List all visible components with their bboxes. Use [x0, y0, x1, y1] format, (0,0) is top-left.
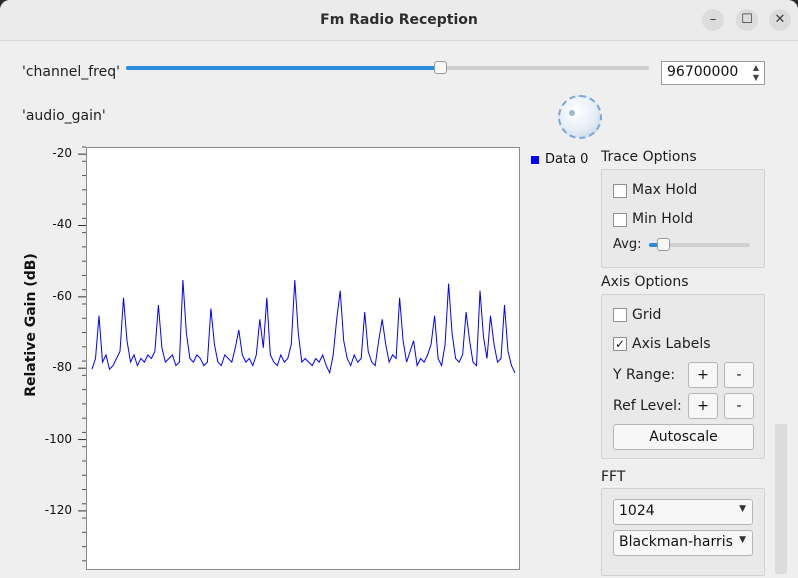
spin-down-icon[interactable]: ▼	[752, 73, 760, 82]
y-tick-label: -80	[52, 360, 72, 375]
scrollbar[interactable]	[775, 424, 787, 574]
spectrum-chart-svg	[91, 279, 516, 375]
channel-freq-slider-fill	[126, 66, 440, 70]
y-range-label: Y Range:	[613, 367, 676, 383]
legend-swatch	[531, 155, 539, 164]
y-axis-ticks	[78, 146, 86, 562]
trace-options-title: Trace Options	[601, 149, 697, 165]
legend[interactable]: Data 0	[531, 152, 588, 167]
avg-label: Avg:	[613, 237, 642, 252]
y-range-minus-button[interactable]: -	[724, 362, 754, 388]
y-tick-label: -40	[52, 217, 72, 232]
axis-labels-checkbox[interactable]: ✓	[613, 337, 627, 351]
spectrum-plot[interactable]	[86, 147, 520, 570]
max-hold-label[interactable]: Max Hold	[632, 182, 698, 198]
spin-up-icon[interactable]: ▲	[752, 63, 760, 72]
y-axis-label: Relative Gain (dB)	[23, 253, 39, 397]
y-tick-label: -20	[52, 146, 72, 161]
title-bar: Fm Radio Reception – ☐ ✕	[0, 0, 798, 41]
ref-level-label: Ref Level:	[613, 398, 682, 414]
channel-freq-spinbox[interactable]: 96700000 ▲ ▼	[661, 61, 765, 85]
trace-options-group	[601, 169, 765, 268]
channel-freq-slider[interactable]	[126, 61, 649, 74]
avg-slider-fill	[649, 243, 659, 247]
min-hold-checkbox[interactable]	[613, 213, 627, 227]
y-range-plus-button[interactable]: +	[688, 362, 718, 388]
audio-gain-knob[interactable]	[558, 95, 602, 139]
max-hold-checkbox[interactable]	[613, 184, 627, 198]
series-line-data-0	[91, 279, 516, 375]
fft-title: FFT	[601, 469, 626, 485]
min-hold-label[interactable]: Min Hold	[632, 211, 694, 227]
close-icon[interactable]: ✕	[769, 9, 791, 31]
axis-options-title: Axis Options	[601, 274, 689, 290]
channel-freq-slider-handle[interactable]	[433, 61, 447, 74]
grid-checkbox[interactable]	[613, 308, 627, 322]
chevron-down-icon: ▼	[739, 535, 746, 545]
ref-level-plus-button[interactable]: +	[688, 393, 718, 419]
legend-label: Data 0	[545, 152, 589, 167]
fft-window-value: Blackman-harris	[619, 534, 733, 550]
grid-label[interactable]: Grid	[632, 307, 662, 323]
axis-labels-label[interactable]: Axis Labels	[632, 336, 711, 352]
avg-slider-handle[interactable]	[657, 238, 670, 251]
channel-freq-label: 'channel_freq'	[22, 64, 120, 80]
fft-size-select[interactable]: 1024 ▼	[613, 499, 753, 525]
y-tick-label: -60	[52, 288, 72, 303]
y-tick-label: -100	[44, 431, 72, 446]
fft-size-value: 1024	[619, 503, 655, 519]
ref-level-minus-button[interactable]: -	[724, 393, 754, 419]
chevron-down-icon: ▼	[739, 504, 746, 514]
autoscale-button[interactable]: Autoscale	[613, 424, 754, 450]
maximize-icon[interactable]: ☐	[736, 9, 758, 31]
avg-slider[interactable]	[649, 238, 750, 251]
minimize-icon[interactable]: –	[702, 9, 724, 31]
fft-window-select[interactable]: Blackman-harris ▼	[613, 530, 753, 556]
window-title: Fm Radio Reception	[320, 12, 478, 28]
knob-indicator-icon	[569, 110, 575, 116]
channel-freq-value[interactable]: 96700000	[667, 64, 739, 80]
audio-gain-label: 'audio_gain'	[22, 108, 106, 124]
y-tick-label: -120	[44, 502, 72, 517]
